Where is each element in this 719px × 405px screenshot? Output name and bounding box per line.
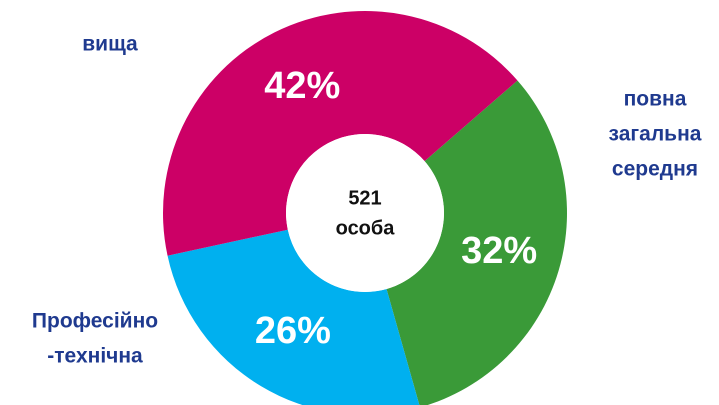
category-label: вища	[82, 33, 138, 56]
donut-segment	[386, 80, 567, 405]
donut-hole	[286, 134, 444, 292]
category-label: -технічна	[47, 345, 143, 368]
category-label: Професійно	[32, 310, 158, 333]
category-label: загальна	[609, 123, 702, 146]
center-text: 521	[348, 187, 381, 209]
donut-segment	[163, 10, 518, 256]
value-label: 32%	[461, 230, 537, 272]
center-text: особа	[336, 217, 396, 239]
category-label: повна	[624, 88, 687, 111]
category-label: середня	[612, 158, 698, 181]
value-label: 42%	[264, 65, 340, 107]
donut-segment	[167, 229, 420, 405]
value-label: 26%	[255, 310, 331, 352]
